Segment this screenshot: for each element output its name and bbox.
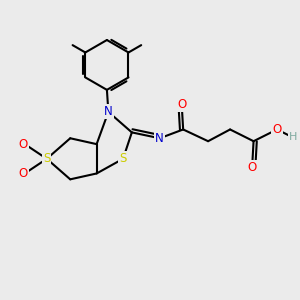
Text: H: H <box>289 132 297 142</box>
Text: O: O <box>19 167 28 180</box>
Text: O: O <box>248 161 257 174</box>
Text: N: N <box>155 132 164 145</box>
Text: O: O <box>19 138 28 151</box>
Text: N: N <box>104 105 113 119</box>
Text: S: S <box>119 152 127 165</box>
Text: O: O <box>177 98 186 111</box>
Text: S: S <box>43 152 50 165</box>
Text: O: O <box>272 123 282 136</box>
